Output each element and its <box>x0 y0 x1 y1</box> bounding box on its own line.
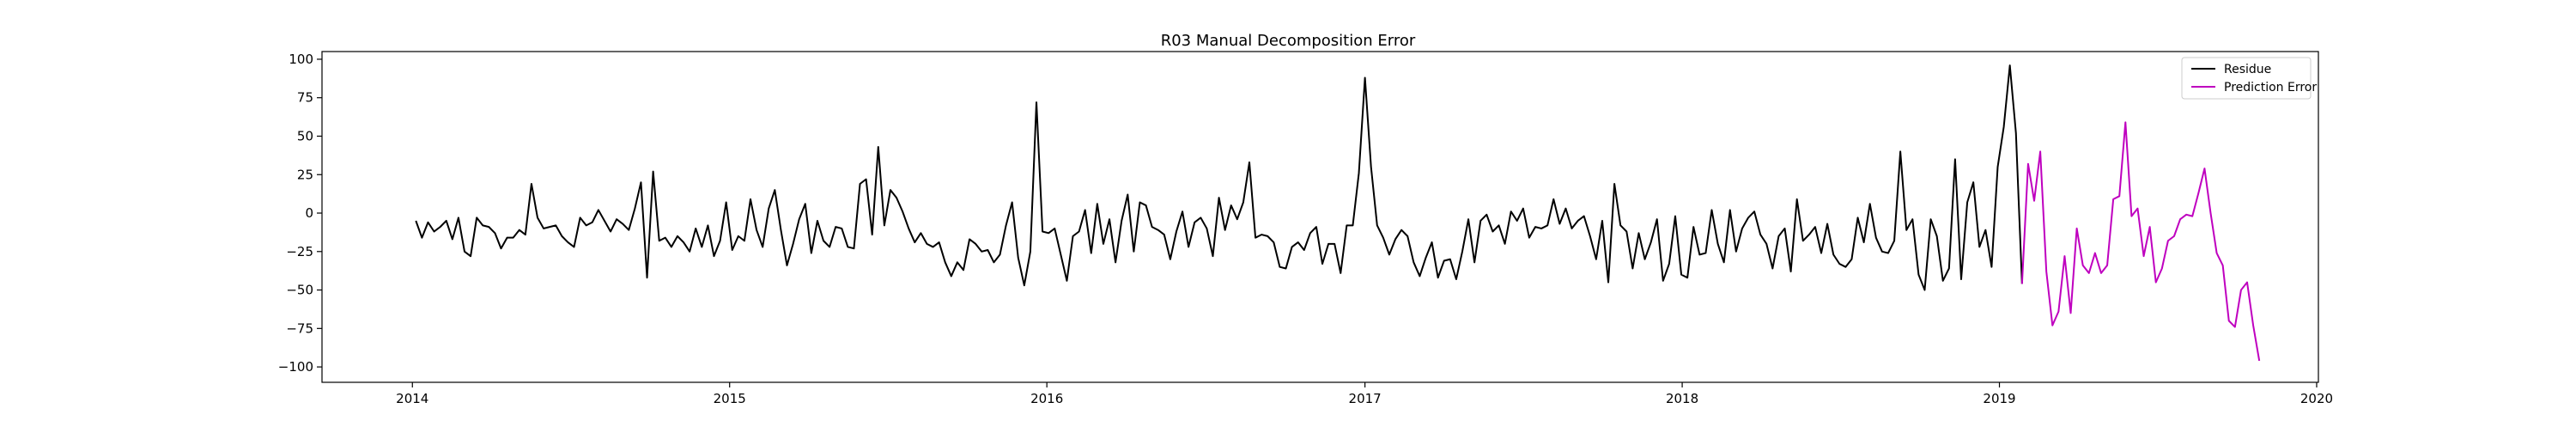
series-line-residue <box>415 64 2023 291</box>
y-axis: 100 75 50 25 0 −25 −50 −75 −100 <box>278 52 322 375</box>
legend: Residue Prediction Error <box>2181 57 2317 100</box>
y-tick-label-75: 75 <box>297 90 313 106</box>
y-tick-label--100: −100 <box>278 359 313 375</box>
y-tick-label--25: −25 <box>286 244 313 259</box>
chart-title: R03 Manual Decomposition Error <box>1161 32 1416 50</box>
x-tick-label-2017: 2017 <box>1349 391 1382 406</box>
x-tick-label-2020: 2020 <box>2300 391 2333 406</box>
y-tick-label-25: 25 <box>297 167 313 182</box>
x-tick-label-2016: 2016 <box>1030 391 1063 406</box>
legend-residue-label: Residue <box>2224 63 2271 76</box>
x-axis: 2014 2015 2016 2017 2018 2019 2020 <box>396 382 2333 406</box>
x-tick-label-2019: 2019 <box>1983 391 2015 406</box>
x-tick-label-2015: 2015 <box>714 391 746 406</box>
series-line-prediction-error <box>2020 121 2261 362</box>
y-tick-label-0: 0 <box>305 205 313 221</box>
x-tick-label-2018: 2018 <box>1666 391 1698 406</box>
y-tick-label--50: −50 <box>286 283 313 298</box>
legend-prediction-error-label: Prediction Error <box>2224 81 2317 95</box>
y-tick-label-50: 50 <box>297 128 313 143</box>
x-tick-label-2014: 2014 <box>396 391 428 406</box>
series-layer <box>415 64 2261 362</box>
plot-frame <box>321 51 2319 383</box>
y-tick-label-100: 100 <box>289 52 313 67</box>
y-tick-label--75: −75 <box>286 320 313 336</box>
